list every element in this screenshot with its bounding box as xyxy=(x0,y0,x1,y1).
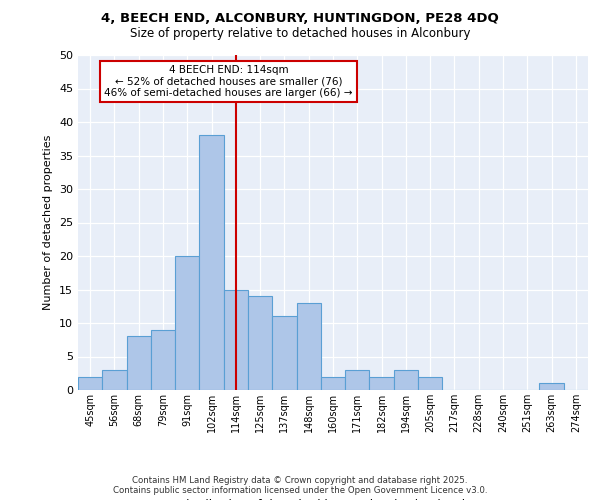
Bar xyxy=(102,370,127,390)
Bar xyxy=(321,376,345,390)
Bar xyxy=(370,376,394,390)
Bar xyxy=(296,303,321,390)
Bar xyxy=(272,316,296,390)
Bar xyxy=(175,256,199,390)
Bar xyxy=(345,370,370,390)
Text: 4, BEECH END, ALCONBURY, HUNTINGDON, PE28 4DQ: 4, BEECH END, ALCONBURY, HUNTINGDON, PE2… xyxy=(101,12,499,26)
Bar xyxy=(78,376,102,390)
X-axis label: Distribution of detached houses by size in Alconbury: Distribution of detached houses by size … xyxy=(177,499,489,500)
Text: Contains HM Land Registry data © Crown copyright and database right 2025.
Contai: Contains HM Land Registry data © Crown c… xyxy=(113,476,487,495)
Bar xyxy=(394,370,418,390)
Y-axis label: Number of detached properties: Number of detached properties xyxy=(43,135,53,310)
Bar xyxy=(151,330,175,390)
Bar xyxy=(539,384,564,390)
Text: 4 BEECH END: 114sqm
← 52% of detached houses are smaller (76)
46% of semi-detach: 4 BEECH END: 114sqm ← 52% of detached ho… xyxy=(104,65,353,98)
Bar xyxy=(199,136,224,390)
Bar xyxy=(248,296,272,390)
Bar xyxy=(127,336,151,390)
Bar xyxy=(224,290,248,390)
Bar xyxy=(418,376,442,390)
Text: Size of property relative to detached houses in Alconbury: Size of property relative to detached ho… xyxy=(130,28,470,40)
